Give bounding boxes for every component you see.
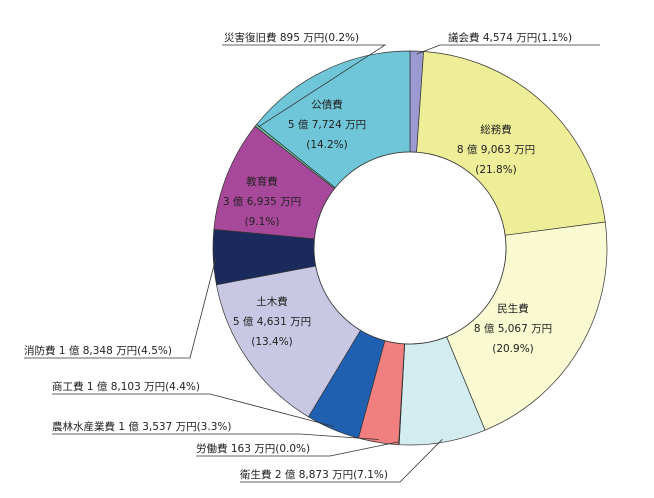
leader-shobo (24, 256, 217, 359)
donut-hole (313, 151, 507, 345)
leader-saigai (222, 44, 387, 128)
label-saigai: 災害復旧費 895 万円(0.2%) (224, 31, 359, 44)
label-rodo: 労働費 163 万円(0.0%) (196, 442, 310, 455)
leader-gikai (416, 44, 600, 55)
label-kosai: 公債費 5 億 7,724 万円(14.2%) (288, 98, 366, 151)
label-norin: 農林水産業費 1 億 3,537 万円(3.3%) (52, 420, 231, 433)
label-gikai: 議会費 4,574 万円(1.1%) (448, 31, 572, 44)
leader-norin (52, 433, 379, 440)
label-shoko: 商工費 1 億 8,103 万円(4.4%) (52, 380, 200, 393)
leader-shoko (52, 393, 334, 427)
leader-lines-group (24, 44, 600, 483)
labels-group: 議会費 4,574 万円(1.1%) 総務費 8 億 9,063 万円(21.8%)… (24, 31, 572, 481)
label-somu: 総務費 8 億 9,063 万円(21.8%) (457, 123, 535, 176)
leader-rodo (196, 441, 400, 457)
label-kyoiku: 教育費 3 億 6,935 万円(9.1%) (223, 175, 301, 228)
label-eisei: 衛生費 2 億 8,873 万円(7.1%) (240, 468, 388, 481)
leader-eisei (240, 439, 443, 483)
slices-group (212, 50, 608, 446)
label-doboku: 土木費 5 億 4,631 万円(13.4%) (233, 295, 311, 348)
label-shobo: 消防費 1 億 8,348 万円(4.5%) (24, 344, 172, 357)
label-minsei: 民生費 8 億 5,067 万円(20.9%) (474, 302, 552, 355)
